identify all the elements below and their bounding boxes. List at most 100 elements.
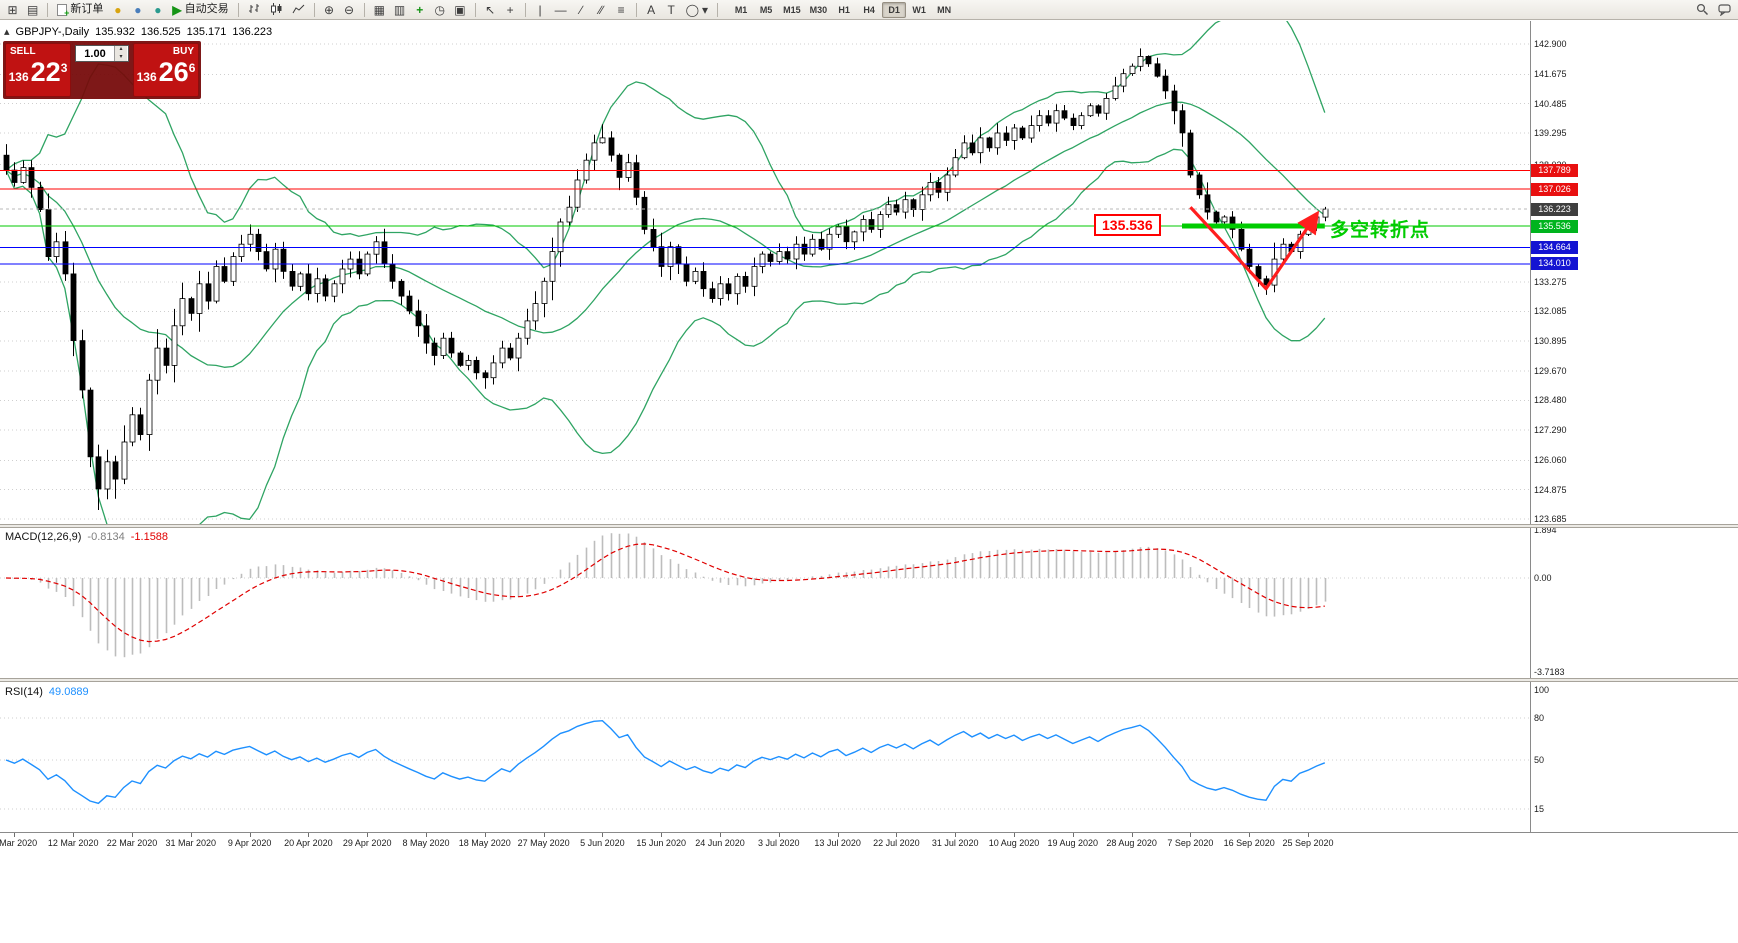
date-label: 29 Apr 2020 xyxy=(342,838,392,848)
close-value: 136.223 xyxy=(232,25,273,38)
crosshair-icon: + xyxy=(506,2,514,17)
fibonacci-icon: ≡ xyxy=(617,2,625,17)
date-label: 24 Jun 2020 xyxy=(695,838,745,848)
time-tick xyxy=(73,833,75,837)
price-axis-label: 127.290 xyxy=(1534,424,1567,435)
timeframe-button-d1[interactable]: D1 xyxy=(882,1,907,18)
zoom-out-button[interactable]: ⊖ xyxy=(340,1,359,19)
shapes-icon: ◯ xyxy=(685,2,700,17)
annotation-note-text[interactable]: 多空转折点 xyxy=(1330,220,1431,241)
macd-histogram xyxy=(13,533,1327,658)
cursor-tool-button[interactable]: ↖ xyxy=(481,1,500,19)
time-axis[interactable]: 3 Mar 2020 12 Mar 2020 22 Mar 2020 31 Mar 2… xyxy=(0,832,1738,854)
timeframe-button-m5[interactable]: M5 xyxy=(759,4,773,15)
periods-button[interactable]: ◷ xyxy=(430,1,449,19)
high-value: 136.525 xyxy=(140,25,181,38)
templates-button[interactable]: ▣ xyxy=(450,1,469,19)
date-label: 3 Mar 2020 xyxy=(0,838,38,848)
price-axis[interactable] xyxy=(1530,21,1738,832)
price-axis-label: 140.485 xyxy=(1534,98,1567,109)
price-axis-label: 141.675 xyxy=(1534,69,1567,80)
cascade-windows-icon: ▥ xyxy=(393,2,406,17)
annotation-price-box[interactable]: 135.536 xyxy=(1094,214,1161,236)
tile-windows-button[interactable]: ▦ xyxy=(370,1,389,19)
crosshair-tool-button[interactable]: + xyxy=(501,1,520,19)
sell-button[interactable]: SELL 136 22 3 xyxy=(5,43,71,97)
time-tick xyxy=(955,833,957,837)
zoom-out-icon: ⊖ xyxy=(344,2,355,17)
text-tool-button[interactable]: A xyxy=(642,1,661,19)
cascade-windows-button[interactable]: ▥ xyxy=(390,1,409,19)
date-label: 28 Aug 2020 xyxy=(1106,838,1157,848)
date-label: 25 Sep 2020 xyxy=(1282,838,1334,848)
vline-tool-button[interactable]: | xyxy=(531,1,550,19)
timeframe-button-m15[interactable]: M15 xyxy=(783,4,801,15)
hline-tool-button[interactable]: — xyxy=(551,1,571,19)
line-chart-button[interactable] xyxy=(288,1,309,19)
zoom-in-button[interactable]: ⊕ xyxy=(320,1,339,19)
bar-chart-button[interactable] xyxy=(244,1,265,19)
symbol-period-label: GBPJPY-,Daily xyxy=(15,25,90,38)
date-label: 31 Mar 2020 xyxy=(165,838,217,848)
timeframe-button-mn[interactable]: MN xyxy=(937,4,952,15)
volume-down-button[interactable]: ▾ xyxy=(115,53,127,61)
periods-icon: ◷ xyxy=(434,2,445,17)
rsi-scale-label: 15 xyxy=(1534,804,1545,814)
time-tick xyxy=(426,833,427,837)
trendline-tool-button[interactable]: ∕ xyxy=(572,1,591,19)
candle-chart-button[interactable] xyxy=(266,1,287,19)
time-tick xyxy=(543,833,545,837)
profiles-button[interactable]: ▤ xyxy=(23,1,42,19)
shapes-tool-button[interactable]: ◯ ▾ xyxy=(682,1,712,19)
macd-splitter[interactable] xyxy=(0,524,1738,528)
time-tick xyxy=(1072,833,1074,837)
timeframe-button-m1[interactable]: M1 xyxy=(734,4,748,15)
time-tick xyxy=(602,833,604,837)
channel-tool-button[interactable]: ∕∕ xyxy=(592,1,611,19)
timeframe-button-h1[interactable]: H1 xyxy=(838,4,850,15)
chat-button[interactable] xyxy=(1714,1,1735,19)
autotrading-play-icon: ▶ xyxy=(172,2,182,17)
timeframe-button-h4[interactable]: H4 xyxy=(863,4,875,15)
new-chart-button[interactable]: ⊞ xyxy=(3,1,22,19)
time-tick xyxy=(484,833,486,837)
sell-label: SELL xyxy=(10,46,36,57)
search-button[interactable] xyxy=(1692,1,1713,19)
line-chart-icon xyxy=(292,4,304,14)
date-label: 22 Jul 2020 xyxy=(873,838,920,848)
volume-spinner: ▴ ▾ xyxy=(114,46,127,61)
timeframe-button-w1[interactable]: W1 xyxy=(912,4,926,15)
rsi-scale-label: 100 xyxy=(1534,685,1550,695)
timeframe-button-m30[interactable]: M30 xyxy=(809,4,828,15)
toolbar-separator xyxy=(363,2,365,17)
oct-collapse-icon[interactable]: ▴ xyxy=(4,26,10,38)
autotrading-button[interactable]: ▶ 自动交易 xyxy=(168,1,232,19)
signals-button[interactable]: ● xyxy=(128,1,147,19)
autotrading-label: 自动交易 xyxy=(184,3,229,15)
community-button[interactable]: ● xyxy=(148,1,167,19)
sell-price: 136 22 3 xyxy=(6,57,70,96)
date-label: 10 Aug 2020 xyxy=(988,838,1040,848)
signals-icon: ● xyxy=(134,2,142,17)
fibonacci-tool-button[interactable]: ≡ xyxy=(612,1,631,19)
market-button[interactable]: ● xyxy=(108,1,127,19)
macd-signal-value: -1.1588 xyxy=(130,531,169,543)
buy-price-base: 136 xyxy=(136,70,157,84)
date-label: 18 May 2020 xyxy=(458,838,511,848)
date-label: 12 Mar 2020 xyxy=(47,838,99,848)
chart-plot-area[interactable] xyxy=(0,21,1530,526)
new-order-button[interactable]: + 新订单 xyxy=(53,1,107,19)
tile-windows-icon: ▦ xyxy=(373,2,385,17)
rsi-splitter[interactable] xyxy=(0,678,1738,682)
volume-up-button[interactable]: ▴ xyxy=(115,46,127,54)
time-tick xyxy=(1308,833,1309,837)
label-tool-button[interactable]: T xyxy=(662,1,681,19)
time-tick xyxy=(1249,833,1251,837)
indicators-button[interactable]: + xyxy=(410,1,429,19)
zoom-in-icon: ⊕ xyxy=(324,2,335,17)
price-tag: 136.223 xyxy=(1531,202,1578,216)
date-label: 13 Jul 2020 xyxy=(814,838,861,848)
buy-button[interactable]: BUY 136 26 6 xyxy=(133,43,199,97)
volume-input[interactable] xyxy=(76,46,114,61)
